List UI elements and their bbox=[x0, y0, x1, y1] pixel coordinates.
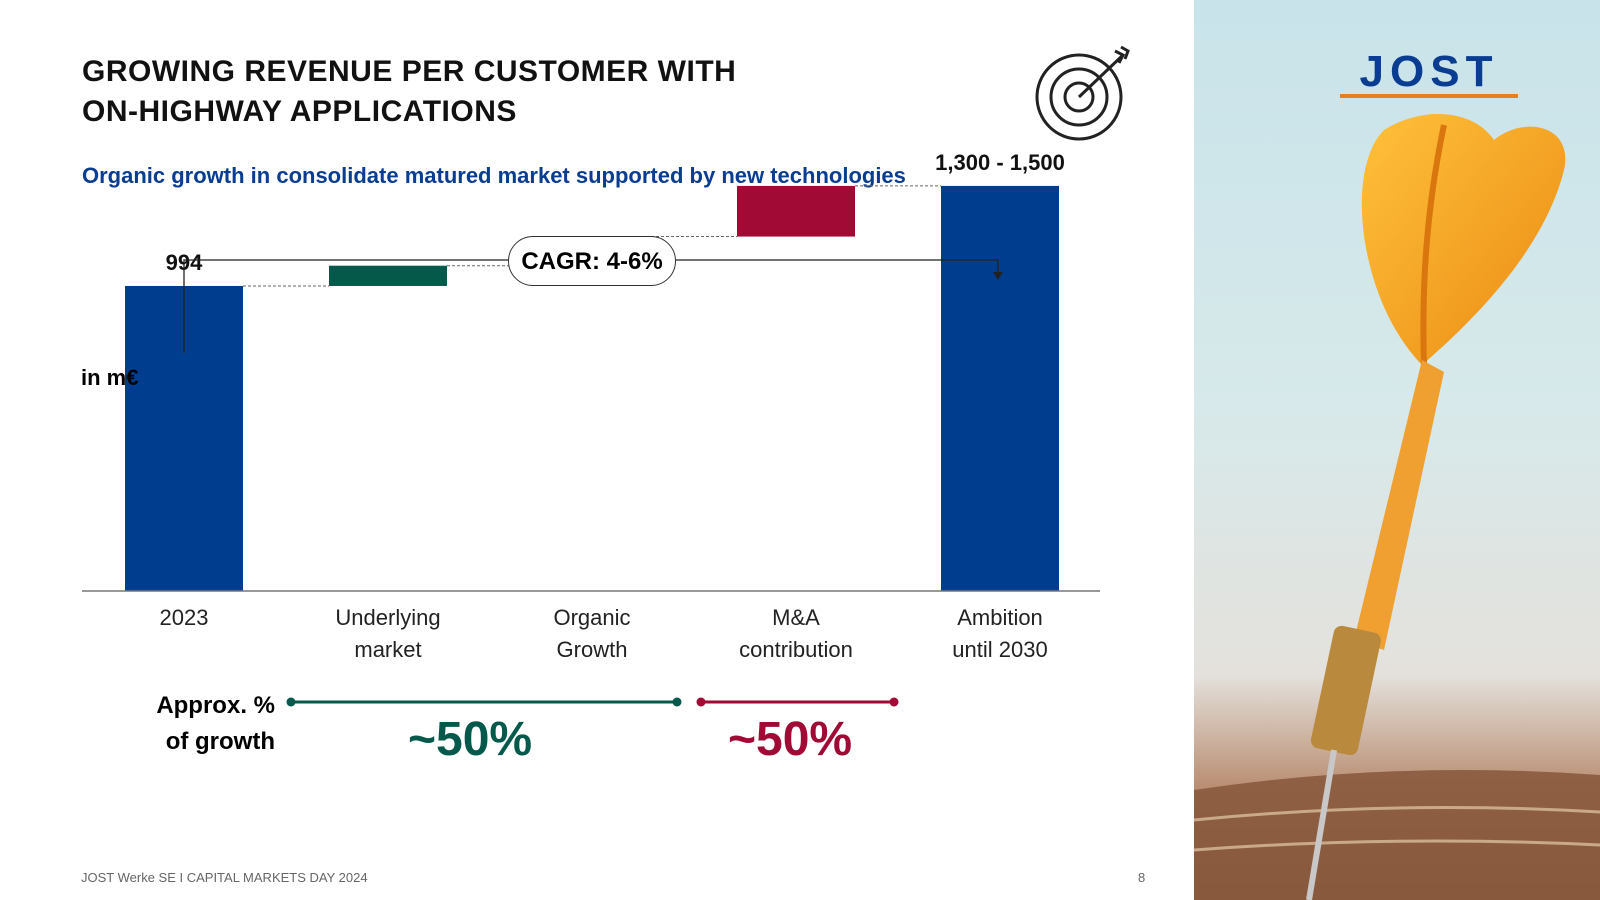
title-line-1: GROWING REVENUE PER CUSTOMER WITH bbox=[82, 55, 737, 88]
growth-range-ma bbox=[696, 697, 899, 707]
dart-photo: JOST bbox=[1194, 0, 1600, 900]
cagr-badge: CAGR: 4-6% bbox=[508, 236, 676, 286]
svg-text:JOST: JOST bbox=[1360, 50, 1499, 96]
page-number: 8 bbox=[1138, 870, 1146, 885]
title-line-2: ON-HIGHWAY APPLICATIONS bbox=[82, 95, 517, 128]
category-label-4-0: Ambition bbox=[957, 605, 1043, 630]
category-label-4-1: until 2030 bbox=[952, 637, 1047, 662]
dart-illustration bbox=[1194, 113, 1600, 900]
category-label-3-0: M&A bbox=[772, 605, 820, 630]
jost-logo: JOST bbox=[1340, 50, 1518, 98]
cagr-arrow-head bbox=[993, 272, 1003, 280]
bar-4 bbox=[941, 185, 1059, 592]
category-label-1-0: Underlying bbox=[335, 605, 440, 630]
unit-label: in m€ bbox=[81, 365, 139, 390]
footer-text: JOST Werke SE I CAPITAL MARKETS DAY 2024 bbox=[81, 870, 368, 885]
value-label-4: 1,300 - 1,500 bbox=[935, 150, 1065, 175]
bar-3 bbox=[737, 185, 855, 237]
category-label-2-0: Organic bbox=[553, 605, 630, 630]
category-label-1-1: market bbox=[354, 637, 421, 662]
category-label-2-1: Growth bbox=[557, 637, 628, 662]
growth-share-label: Approx. % of growth bbox=[110, 688, 275, 760]
organic-growth-share: ~50% bbox=[408, 713, 533, 766]
category-label-3-1: contribution bbox=[739, 637, 853, 662]
category-label-0-0: 2023 bbox=[160, 605, 209, 630]
growth-label-line-1: Approx. % bbox=[156, 692, 275, 719]
page-subtitle: Organic growth in consolidate matured ma… bbox=[82, 163, 906, 188]
growth-label-line-2: of growth bbox=[165, 728, 275, 755]
growth-range-organic bbox=[286, 697, 682, 707]
bar-1 bbox=[329, 265, 447, 286]
page-title: GROWING REVENUE PER CUSTOMER WITH ON-HIG… bbox=[82, 52, 902, 132]
target-arrow-icon bbox=[1035, 45, 1130, 141]
ma-growth-share: ~50% bbox=[728, 713, 853, 766]
